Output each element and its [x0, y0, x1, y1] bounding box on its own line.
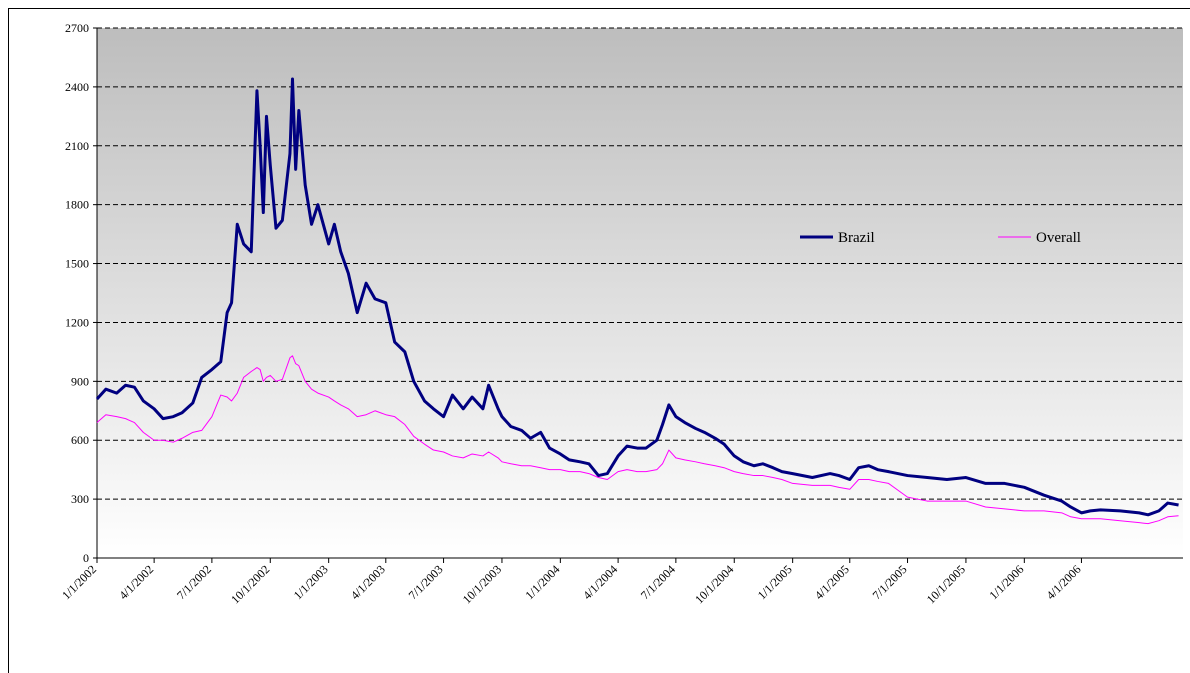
x-tick-label: 4/1/2006	[1043, 562, 1083, 602]
y-tick-label: 2100	[65, 139, 89, 153]
x-tick-label: 7/1/2005	[870, 562, 910, 602]
legend-label: Brazil	[838, 230, 875, 246]
series-line	[96, 355, 1179, 525]
y-tick-label: 300	[71, 492, 89, 506]
x-tick-label: 1/1/2004	[522, 562, 562, 602]
y-tick-label: 900	[71, 374, 89, 388]
x-tick-label: 10/1/2005	[924, 562, 968, 606]
x-tick-label: 10/1/2002	[228, 562, 272, 606]
x-tick-label: 7/1/2003	[406, 562, 446, 602]
x-tick-label: 1/1/2002	[59, 562, 99, 602]
y-tick-label: 600	[71, 433, 89, 447]
y-tick-label: 2700	[65, 21, 89, 35]
x-tick-label: 4/1/2002	[116, 562, 156, 602]
legend-label: Overall	[1036, 230, 1081, 246]
y-tick-label: 1500	[65, 257, 89, 271]
y-tick-label: 1200	[65, 315, 89, 329]
plot-area	[97, 28, 1183, 558]
x-tick-label: 1/1/2005	[755, 562, 795, 602]
x-tick-label: 7/1/2002	[174, 562, 214, 602]
x-tick-label: 10/1/2004	[692, 562, 736, 606]
y-tick-label: 0	[83, 551, 89, 565]
x-tick-label: 4/1/2004	[580, 562, 620, 602]
x-tick-label: 1/1/2006	[986, 562, 1026, 602]
y-tick-label: 2400	[65, 80, 89, 94]
y-tick-label: 1800	[65, 198, 89, 212]
x-tick-label: 7/1/2004	[638, 562, 678, 602]
series-line	[95, 77, 1179, 517]
x-tick-label: 1/1/2003	[291, 562, 331, 602]
x-tick-label: 4/1/2005	[812, 562, 852, 602]
x-tick-label: 4/1/2003	[348, 562, 388, 602]
x-tick-label: 10/1/2003	[460, 562, 504, 606]
